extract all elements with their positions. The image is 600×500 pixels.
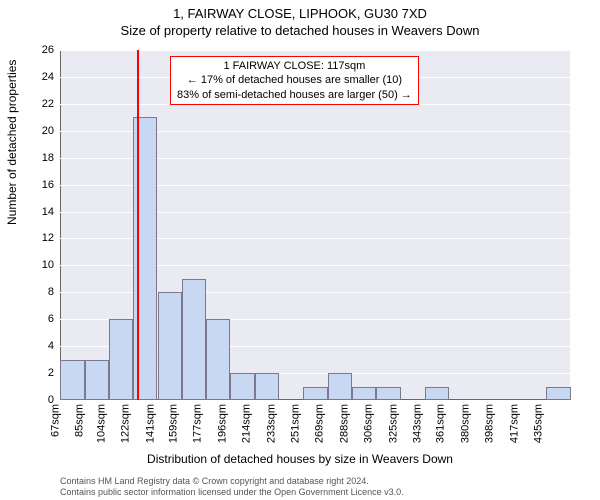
credits-line1: Contains HM Land Registry data © Crown c… [60,476,404,487]
ytick-label: 12 [42,232,54,244]
histogram-bar [109,319,133,400]
credits-line2: Contains public sector information licen… [60,487,404,498]
xtick-label: 104sqm [95,404,107,443]
histogram-bar [206,319,230,400]
histogram-bar [230,373,254,400]
histogram-bar [328,373,352,400]
ytick-label: 10 [42,259,54,271]
y-axis-label: Number of detached properties [5,60,19,225]
xtick-label: 435sqm [533,404,545,443]
ytick-label: 2 [48,367,54,379]
histogram-bar [303,387,327,400]
property-marker-line [137,50,139,400]
histogram-bar [158,292,182,400]
histogram-bar [546,387,570,400]
ytick-label: 24 [42,71,54,83]
histogram-bar [425,387,449,400]
histogram-bar [85,360,109,400]
xtick-label: 398sqm [484,404,496,443]
credits: Contains HM Land Registry data © Crown c… [60,476,404,498]
chart-container: 1, FAIRWAY CLOSE, LIPHOOK, GU30 7XD Size… [0,0,600,500]
xtick-label: 177sqm [192,404,204,443]
ytick-label: 22 [42,98,54,110]
xtick-label: 67sqm [49,404,61,437]
xtick-label: 269sqm [313,404,325,443]
xtick-label: 85sqm [73,404,85,437]
histogram-bar [60,360,84,400]
ytick-label: 20 [42,125,54,137]
xtick-label: 214sqm [241,404,253,443]
annotation-box: 1 FAIRWAY CLOSE: 117sqm← 17% of detached… [170,56,419,105]
xtick-label: 141sqm [144,404,156,443]
gridline [60,400,570,401]
ytick-label: 14 [42,206,54,218]
xtick-label: 325sqm [387,404,399,443]
annotation-line2: ← 17% of detached houses are smaller (10… [177,73,412,87]
ytick-label: 18 [42,152,54,164]
x-axis-label: Distribution of detached houses by size … [0,452,600,466]
histogram-bar [255,373,279,400]
histogram-bar [352,387,376,400]
histogram-bar [182,279,206,400]
xtick-label: 306sqm [362,404,374,443]
xtick-label: 288sqm [338,404,350,443]
histogram-bar [376,387,400,400]
xtick-label: 343sqm [411,404,423,443]
chart-title-line2: Size of property relative to detached ho… [0,21,600,38]
xtick-label: 251sqm [289,404,301,443]
ytick-label: 8 [48,286,54,298]
xtick-label: 196sqm [217,404,229,443]
xtick-label: 380sqm [460,404,472,443]
ytick-label: 26 [42,44,54,56]
ytick-label: 6 [48,313,54,325]
ytick-label: 16 [42,179,54,191]
y-axis-line [60,50,61,400]
chart-title-line1: 1, FAIRWAY CLOSE, LIPHOOK, GU30 7XD [0,0,600,21]
ytick-label: 4 [48,340,54,352]
annotation-line3: 83% of semi-detached houses are larger (… [177,88,412,102]
annotation-line1: 1 FAIRWAY CLOSE: 117sqm [177,59,412,73]
xtick-label: 159sqm [168,404,180,443]
xtick-label: 361sqm [435,404,447,443]
plot-area: 0246810121416182022242667sqm85sqm104sqm1… [60,50,570,400]
xtick-label: 417sqm [509,404,521,443]
xtick-label: 233sqm [266,404,278,443]
xtick-label: 122sqm [119,404,131,443]
